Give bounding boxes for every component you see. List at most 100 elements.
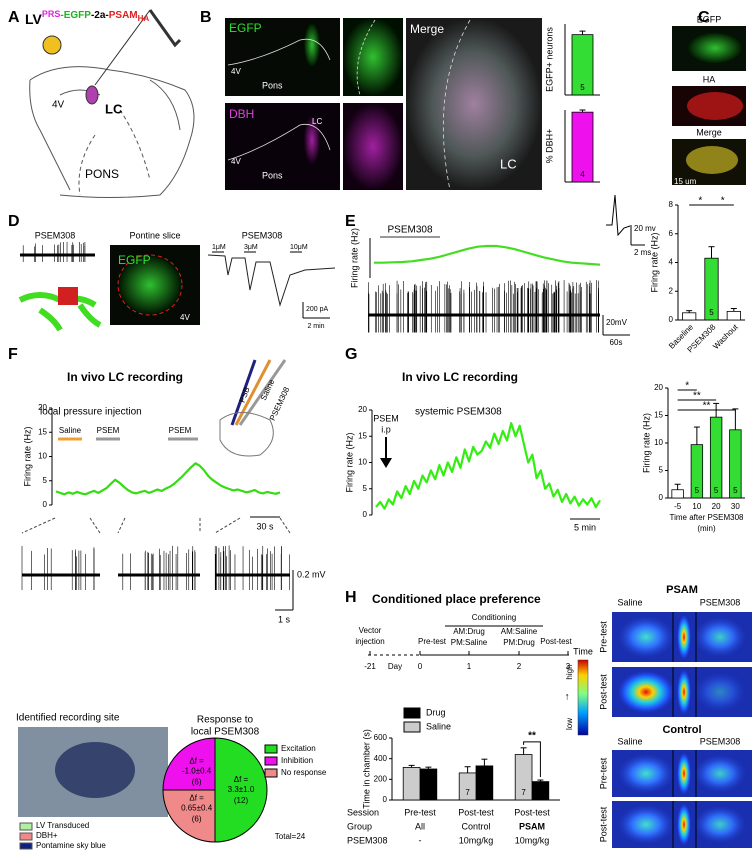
label: PONS	[85, 167, 119, 181]
n-label: 5	[714, 486, 719, 495]
zoom-guide	[117, 517, 126, 534]
trace-line	[375, 422, 601, 510]
label: PSEM308	[700, 736, 741, 746]
label: Pons	[262, 170, 283, 180]
n-label: 7	[521, 788, 526, 797]
y-axis-label: Firing rate (Hz)	[649, 232, 659, 292]
label: Merge	[410, 22, 444, 36]
table-cell: Pre-test	[404, 807, 436, 817]
significance-label: *	[685, 381, 689, 392]
n-label: 5	[580, 83, 585, 92]
heat-blob	[618, 616, 674, 658]
heatmaps	[612, 612, 752, 848]
y-tick-label: 10	[654, 438, 663, 447]
legend-label: Excitation	[281, 744, 316, 753]
label: AM:Drug	[453, 627, 485, 636]
y-axis-label: Time in chamber (s)	[361, 729, 371, 809]
label: 4V	[231, 67, 241, 76]
label: AM:Saline	[501, 627, 538, 636]
x-axis-label: (min)	[697, 524, 716, 533]
label: Post-test	[540, 637, 572, 646]
label: Pre-test	[598, 757, 608, 789]
label: LC	[312, 117, 322, 126]
label: injection	[355, 637, 384, 646]
heat-blob	[677, 752, 691, 795]
y-axis-label: % DBH+	[544, 129, 554, 164]
slice-annotation: -1.0±0.4	[182, 767, 212, 776]
y-tick-label: 15	[38, 427, 47, 436]
slice-label: (6)	[192, 814, 202, 823]
label: Saline	[59, 426, 82, 435]
label: Identified recording site	[16, 713, 120, 724]
label: LC	[500, 156, 517, 171]
legend-swatch	[19, 842, 33, 850]
significance-bracket	[523, 741, 541, 778]
legend-swatch	[264, 756, 278, 766]
arrow-glyph: ↑	[565, 692, 570, 703]
label: local pressure injection	[40, 407, 142, 418]
y-tick-label: 0	[43, 500, 48, 509]
label: EGFP	[697, 14, 722, 24]
chart-title: Response to	[197, 715, 254, 726]
label: EGFP	[229, 21, 262, 35]
label: In vivo LC recording	[402, 370, 518, 384]
label: Pons	[262, 80, 283, 90]
label: high	[565, 664, 574, 679]
heat-blob	[694, 754, 746, 793]
bar	[402, 767, 421, 801]
y-tick-label: 8	[669, 200, 674, 209]
micrograph	[343, 18, 403, 96]
chart-title: local PSEM308	[191, 727, 260, 738]
label: 4V	[231, 157, 241, 166]
row-label: Session	[347, 807, 379, 817]
label: PSAM	[666, 584, 698, 596]
label: 10μM	[290, 244, 308, 251]
label: 1	[467, 662, 472, 671]
significance-label: **	[703, 401, 711, 412]
y-tick-label: 6	[669, 229, 674, 238]
construct-part: -EGFP	[60, 10, 91, 21]
table-cell: 10mg/kg	[515, 835, 550, 845]
legend-label: Inhibition	[281, 756, 313, 765]
label: LC	[105, 101, 123, 116]
table-cell: -	[419, 835, 422, 845]
row-label: Group	[347, 821, 372, 831]
n-label: 5	[733, 486, 738, 495]
y-axis-label: Firing rate (Hz)	[344, 432, 354, 492]
label: PSEM308	[387, 225, 432, 236]
y-tick-label: 400	[374, 754, 388, 763]
y-tick-label: 200	[374, 774, 388, 783]
n-label: 7	[465, 788, 470, 797]
label: HA	[703, 74, 716, 84]
label: Merge	[696, 127, 722, 137]
y-axis-label: Firing rate (Hz)	[349, 228, 359, 288]
table-cell: Control	[461, 821, 490, 831]
micrograph	[687, 92, 743, 120]
significance-label: **	[693, 391, 701, 402]
significance-label: *	[698, 196, 702, 207]
table-cell: 10mg/kg	[459, 835, 494, 845]
lc-nucleus	[85, 85, 99, 105]
label: EGFP	[118, 253, 151, 267]
y-tick-label: 2	[669, 286, 674, 295]
legend-swatch	[264, 768, 278, 778]
legend-label: Drug	[426, 707, 446, 717]
micrograph	[686, 146, 738, 174]
label: PSEM308	[242, 230, 283, 240]
brain-outline	[29, 9, 195, 198]
heat-blob	[677, 803, 691, 846]
y-tick-label: 0	[669, 315, 674, 324]
label: PSEM308	[700, 597, 741, 607]
label: 30 s	[256, 521, 274, 531]
y-tick-label: 10	[38, 452, 47, 461]
virus-icon	[42, 35, 62, 55]
label: 5 min	[574, 522, 596, 532]
label: 2	[517, 662, 522, 671]
panel-label: D	[8, 213, 20, 230]
label: Control	[662, 724, 701, 736]
label: Post-test	[598, 806, 608, 842]
heat-blob	[694, 617, 746, 657]
colorbar	[577, 659, 589, 736]
label: 200 pA	[306, 306, 329, 313]
